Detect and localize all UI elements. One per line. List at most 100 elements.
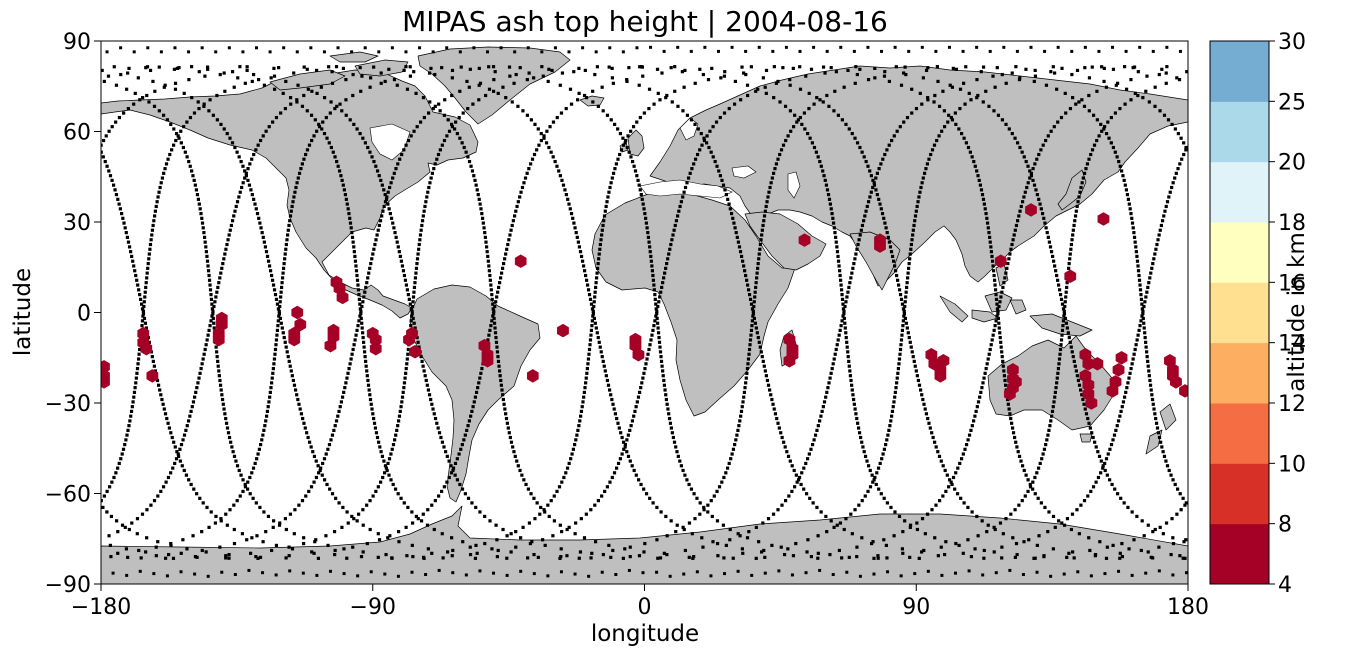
track-point bbox=[411, 316, 415, 321]
track-point bbox=[583, 269, 587, 273]
track-point bbox=[1146, 523, 1150, 527]
track-point bbox=[1120, 555, 1125, 559]
track-point bbox=[314, 459, 318, 463]
track-point bbox=[492, 309, 496, 313]
track-point bbox=[289, 102, 293, 106]
track-point bbox=[729, 211, 734, 216]
track-point bbox=[1022, 468, 1026, 473]
track-point bbox=[1184, 148, 1188, 152]
track-point bbox=[233, 209, 237, 213]
track-point bbox=[986, 357, 990, 361]
x-tick-label: −90 bbox=[350, 595, 396, 620]
track-point bbox=[1000, 350, 1004, 354]
track-point bbox=[967, 91, 971, 95]
track-point bbox=[342, 572, 346, 576]
track-point bbox=[372, 247, 376, 251]
track-point bbox=[806, 131, 810, 136]
ash-point bbox=[288, 332, 301, 347]
track-point bbox=[922, 171, 927, 175]
track-point bbox=[355, 519, 359, 523]
track-point bbox=[732, 102, 737, 106]
track-point bbox=[151, 359, 155, 364]
track-point bbox=[749, 65, 753, 69]
track-point bbox=[411, 300, 415, 304]
track-point bbox=[929, 152, 933, 157]
track-point bbox=[1001, 359, 1005, 364]
track-point bbox=[976, 174, 980, 178]
track-point bbox=[1146, 285, 1150, 290]
track-point bbox=[396, 492, 400, 496]
track-point bbox=[161, 402, 165, 406]
track-point bbox=[271, 371, 275, 375]
track-point bbox=[834, 235, 838, 239]
track-point bbox=[639, 193, 643, 197]
track-point bbox=[749, 302, 754, 306]
track-point bbox=[853, 508, 857, 512]
track-point bbox=[898, 347, 903, 352]
track-point bbox=[1144, 345, 1148, 349]
track-point bbox=[486, 254, 490, 259]
track-point bbox=[345, 556, 349, 560]
track-point bbox=[912, 359, 916, 364]
track-point bbox=[816, 424, 820, 428]
track-point bbox=[216, 359, 220, 364]
track-point bbox=[716, 554, 720, 558]
track-point bbox=[681, 109, 685, 113]
track-point bbox=[141, 96, 145, 100]
track-point bbox=[423, 204, 427, 209]
track-point bbox=[461, 540, 465, 544]
track-point bbox=[241, 164, 245, 168]
map-layers bbox=[101, 45, 1188, 584]
track-point bbox=[839, 288, 844, 292]
track-point bbox=[215, 355, 219, 359]
track-point bbox=[863, 494, 867, 498]
track-point bbox=[1131, 226, 1135, 230]
track-point bbox=[206, 269, 211, 273]
track-point bbox=[266, 514, 271, 519]
track-point bbox=[1006, 402, 1010, 406]
track-point bbox=[990, 254, 994, 259]
track-point bbox=[251, 466, 256, 470]
track-point bbox=[850, 532, 854, 536]
track-point bbox=[509, 532, 513, 536]
track-point bbox=[1120, 405, 1124, 409]
track-point bbox=[109, 514, 114, 519]
track-point bbox=[250, 157, 254, 161]
track-point bbox=[219, 122, 223, 126]
track-point bbox=[404, 143, 408, 147]
track-point bbox=[117, 115, 122, 120]
ash-point bbox=[994, 254, 1007, 268]
track-point bbox=[120, 211, 124, 216]
track-point bbox=[908, 555, 912, 559]
track-point bbox=[1099, 471, 1103, 475]
track-point bbox=[340, 178, 344, 183]
track-point bbox=[594, 326, 598, 330]
track-point bbox=[493, 70, 497, 74]
track-point bbox=[762, 548, 766, 553]
track-point bbox=[502, 261, 506, 266]
track-point bbox=[824, 183, 829, 187]
track-point bbox=[1058, 352, 1062, 356]
track-point bbox=[984, 89, 988, 93]
track-point bbox=[895, 381, 899, 385]
track-point bbox=[221, 261, 225, 266]
track-point bbox=[742, 390, 746, 394]
track-point bbox=[1035, 471, 1039, 475]
track-point bbox=[690, 167, 694, 171]
track-point bbox=[230, 219, 235, 223]
track-point bbox=[753, 290, 757, 294]
colorbar-tick-label: 8 bbox=[1278, 513, 1292, 538]
track-point bbox=[468, 552, 473, 557]
track-point bbox=[763, 85, 767, 89]
track-point bbox=[846, 290, 850, 294]
track-point bbox=[862, 155, 866, 159]
track-point bbox=[738, 534, 742, 538]
track-point bbox=[648, 343, 652, 347]
track-point bbox=[427, 111, 431, 115]
track-point bbox=[264, 250, 269, 254]
track-point bbox=[579, 414, 583, 418]
track-point bbox=[394, 433, 398, 437]
track-point bbox=[1096, 450, 1100, 454]
track-point bbox=[141, 309, 145, 313]
track-point bbox=[120, 523, 125, 527]
